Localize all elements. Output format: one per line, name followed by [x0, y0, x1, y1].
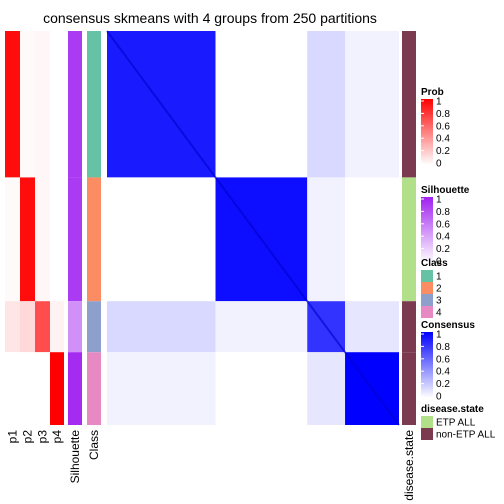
- legend-swatch: [421, 416, 433, 428]
- prob-cell: [35, 352, 50, 425]
- legends: Prob10.80.60.40.20Silhouette10.80.60.40.…: [421, 87, 496, 441]
- consensus-block: [307, 352, 346, 425]
- prob-cell: [35, 31, 50, 178]
- disease-state-cell: [402, 352, 416, 425]
- annotation-label: disease.state: [402, 430, 416, 501]
- disease-state-cell: [402, 301, 416, 353]
- consensus-block: [307, 177, 346, 302]
- legend-item-label: 1: [436, 272, 442, 283]
- consensus-block: [215, 352, 308, 425]
- silhouette-cell: [68, 177, 82, 302]
- prob-cell: [5, 352, 20, 425]
- prob-cell: [5, 301, 20, 353]
- annotation-labels: p1 p2 p3 p4 Silhouette Class disease.state: [6, 430, 417, 501]
- prob-cell: [50, 177, 64, 302]
- consensus-block: [107, 177, 216, 302]
- legend-swatch: [421, 306, 433, 318]
- disease-state-cell: [402, 177, 416, 302]
- legend-swatch: [421, 282, 433, 294]
- legend-tick-label: 0.2: [436, 244, 450, 255]
- legend-colorbar: [421, 99, 433, 165]
- consensus-block: [345, 301, 399, 353]
- prob-cell: [20, 31, 35, 178]
- silhouette-cell: [68, 301, 82, 353]
- consensus-block: [215, 31, 308, 178]
- prob-cell: [5, 31, 20, 178]
- class-cell: [87, 352, 101, 425]
- prob-cell: [35, 301, 50, 353]
- legend-tick-label: 0.4: [436, 134, 450, 145]
- silhouette-cell: [68, 352, 82, 425]
- consensus-block: [345, 177, 399, 302]
- annotation-label: p1: [6, 430, 20, 444]
- chart-title: consensus skmeans with 4 groups from 250…: [43, 10, 377, 26]
- prob-cell: [20, 352, 35, 425]
- prob-cell: [35, 177, 50, 302]
- annotation-label: Class: [87, 430, 101, 460]
- legend-tick-label: 0.8: [436, 342, 450, 353]
- legend-tick-label: 0: [436, 257, 442, 268]
- legend-tick-label: 1: [436, 330, 442, 341]
- annotation-label: p2: [21, 430, 35, 444]
- class-cell: [87, 177, 101, 302]
- legend-tick-label: 0.6: [436, 121, 450, 132]
- consensus-block: [345, 31, 399, 178]
- prob-cell: [50, 301, 64, 353]
- legend-tick-label: 1: [436, 97, 442, 108]
- prob-cell: [20, 301, 35, 353]
- legend-swatch: [421, 270, 433, 282]
- consensus-block: [215, 301, 308, 353]
- legend-item-label: ETP ALL: [436, 418, 476, 429]
- consensus-matrix: [106, 30, 400, 426]
- legend-colorbar: [421, 197, 433, 263]
- prob-cell: [50, 31, 64, 178]
- annotation-label: Silhouette: [68, 430, 82, 484]
- legend-tick-label: 1: [436, 195, 442, 206]
- annotation-label: p4: [50, 430, 64, 444]
- legend-title: Consensus: [421, 320, 475, 331]
- prob-cell: [20, 177, 35, 302]
- legend-tick-label: 0.6: [436, 354, 450, 365]
- legend-title: Prob: [421, 87, 444, 98]
- disease-state-cell: [402, 31, 416, 178]
- consensus-block: [107, 301, 216, 353]
- prob-cell: [50, 352, 64, 425]
- legend-title: Silhouette: [421, 185, 470, 196]
- legend-tick-label: 0.8: [436, 109, 450, 120]
- legend-swatch: [421, 428, 433, 440]
- consensus-block: [107, 352, 216, 425]
- legend-title: disease.state: [421, 404, 484, 415]
- legend-tick-label: 0.6: [436, 219, 450, 230]
- legend-tick-label: 0: [436, 159, 442, 170]
- legend-tick-label: 0.4: [436, 232, 450, 243]
- left-annotations: [5, 31, 101, 425]
- legend-tick-label: 0.4: [436, 367, 450, 378]
- legend-title: Class: [421, 258, 448, 269]
- silhouette-cell: [68, 31, 82, 178]
- legend-item-label: 4: [436, 308, 442, 319]
- legend-tick-label: 0.2: [436, 379, 450, 390]
- prob-cell: [5, 177, 20, 302]
- legend-colorbar: [421, 332, 433, 398]
- annotation-label: p3: [36, 430, 50, 444]
- legend-item-label: 2: [436, 284, 442, 295]
- legend-item-label: 3: [436, 296, 442, 307]
- consensus-diagonal: [106, 30, 400, 426]
- legend-tick-label: 0.2: [436, 146, 450, 157]
- legend-swatch: [421, 294, 433, 306]
- legend-tick-label: 0.8: [436, 207, 450, 218]
- legend-item-label: non-ETP ALL: [436, 430, 496, 441]
- class-cell: [87, 301, 101, 353]
- class-cell: [87, 31, 101, 178]
- legend-tick-label: 0: [436, 392, 442, 403]
- disease-state-annotation: [402, 31, 416, 425]
- consensus-block: [307, 31, 346, 178]
